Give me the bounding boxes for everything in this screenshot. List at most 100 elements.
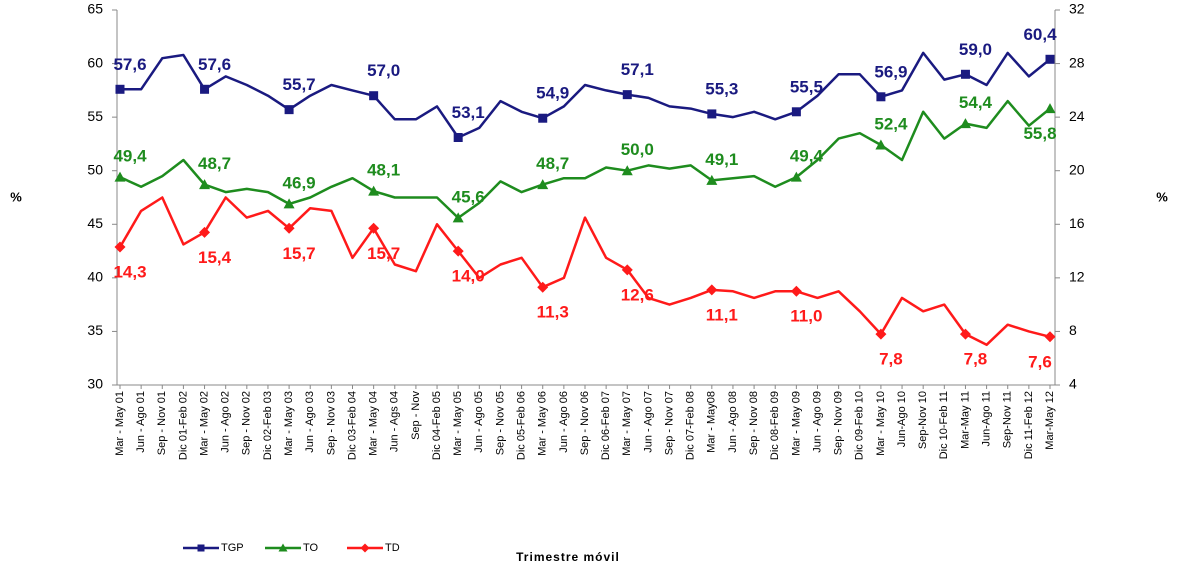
data-label: 11,1 bbox=[706, 305, 738, 324]
y2-tick-label: 8 bbox=[1069, 322, 1077, 338]
data-label: 46,9 bbox=[283, 173, 316, 192]
x-tick-label: Mar - May 07 bbox=[621, 391, 633, 456]
data-label: 15,7 bbox=[367, 244, 400, 263]
x-tick-label: Mar - May 05 bbox=[452, 391, 464, 456]
y2-tick-label: 20 bbox=[1069, 161, 1085, 177]
data-point bbox=[452, 212, 464, 223]
x-tick-label: Mar - May 01 bbox=[114, 391, 126, 456]
x-tick-label: Dic 06-Feb 07 bbox=[600, 391, 612, 460]
x-tick-label: Sep - Nov 07 bbox=[663, 391, 675, 455]
data-point bbox=[1045, 54, 1055, 64]
series-line bbox=[118, 196, 1051, 347]
data-point bbox=[453, 133, 463, 142]
data-point bbox=[199, 226, 211, 238]
y-tick-label: 55 bbox=[87, 108, 103, 124]
data-point bbox=[1044, 103, 1056, 114]
y2-axis-title: % bbox=[1156, 189, 1168, 204]
y-tick-label: 35 bbox=[87, 322, 103, 338]
x-tick-label: Jun - Ago 07 bbox=[642, 391, 654, 453]
y2-tick-label: 32 bbox=[1069, 1, 1085, 17]
data-label: 56,9 bbox=[874, 62, 907, 81]
x-tick-label: Jun - Ago 09 bbox=[811, 391, 823, 453]
x-axis-title: Trimestre móvil bbox=[516, 550, 620, 564]
data-point bbox=[199, 179, 211, 190]
data-label: 50,0 bbox=[621, 140, 654, 159]
data-point bbox=[114, 171, 126, 182]
x-tick-label: Jun - Ago 06 bbox=[558, 391, 570, 453]
data-label: 7,8 bbox=[964, 350, 988, 369]
legend-marker bbox=[360, 543, 370, 553]
y-tick-label: 65 bbox=[87, 1, 103, 17]
x-tick-label: Dic 10-Feb 11 bbox=[938, 391, 950, 459]
x-tick-label: Jun - Ago 08 bbox=[727, 391, 739, 453]
y2-tick-label: 16 bbox=[1069, 215, 1085, 231]
data-point bbox=[368, 222, 380, 234]
data-label: 14,3 bbox=[113, 263, 146, 282]
series-line bbox=[120, 51, 1051, 139]
y2-tick-label: 4 bbox=[1069, 376, 1077, 392]
data-label: 45,6 bbox=[452, 187, 485, 206]
x-tick-label: Mar-May 12 bbox=[1044, 391, 1056, 450]
data-point bbox=[791, 107, 801, 117]
x-tick-label: Mar - May 09 bbox=[790, 391, 802, 456]
x-tick-label: Jun - Ago 02 bbox=[220, 391, 232, 453]
data-point bbox=[706, 174, 718, 185]
data-label: 15,4 bbox=[198, 248, 232, 267]
y2-tick-label: 28 bbox=[1069, 54, 1085, 70]
data-point bbox=[875, 328, 887, 340]
x-tick-label: Jun-Ago 11 bbox=[980, 391, 992, 446]
data-label: 55,3 bbox=[705, 79, 738, 98]
x-tick-label: Dic 04-Feb 05 bbox=[431, 391, 443, 460]
y-tick-label: 50 bbox=[87, 161, 103, 177]
data-label: 59,0 bbox=[959, 40, 992, 59]
data-label: 11,3 bbox=[537, 303, 569, 322]
data-label: 55,7 bbox=[283, 75, 316, 94]
data-label: 48,1 bbox=[367, 161, 400, 180]
data-label: 48,7 bbox=[198, 154, 231, 173]
data-point bbox=[876, 92, 886, 102]
data-point bbox=[538, 113, 548, 123]
x-tick-label: Jun - Ags 04 bbox=[389, 391, 401, 452]
data-point bbox=[369, 91, 379, 101]
x-tick-label: Sep - Nov 09 bbox=[833, 391, 845, 455]
data-point bbox=[114, 241, 126, 253]
data-label: 7,6 bbox=[1028, 352, 1052, 371]
data-point bbox=[621, 264, 633, 276]
data-label: 48,7 bbox=[536, 154, 569, 173]
x-tick-label: Dic 01-Feb 02 bbox=[177, 391, 189, 460]
data-point bbox=[622, 90, 632, 100]
data-label: 7,8 bbox=[879, 350, 903, 369]
x-tick-label: Sep - Nov bbox=[410, 391, 422, 440]
data-label: 57,1 bbox=[621, 60, 654, 79]
data-label: 49,4 bbox=[113, 147, 147, 166]
data-point bbox=[959, 328, 971, 340]
series-line bbox=[119, 99, 1051, 220]
data-point bbox=[960, 69, 970, 79]
x-tick-label: Dic 09-Feb 10 bbox=[854, 391, 866, 460]
legend-label: TO bbox=[303, 542, 319, 554]
data-point bbox=[707, 109, 717, 119]
data-label: 11,0 bbox=[790, 307, 822, 326]
legend-label: TGP bbox=[221, 542, 244, 554]
x-tick-label: Dic 08-Feb 09 bbox=[769, 391, 781, 460]
data-point bbox=[283, 198, 295, 209]
data-point bbox=[368, 185, 380, 196]
data-point bbox=[283, 222, 295, 234]
data-label: 57,0 bbox=[367, 61, 400, 80]
y-tick-label: 45 bbox=[87, 215, 103, 231]
x-tick-label: Sep - Nov 06 bbox=[579, 391, 591, 455]
data-label: 53,1 bbox=[452, 103, 485, 122]
y2-tick-label: 12 bbox=[1069, 269, 1085, 285]
y-axis-title: % bbox=[10, 189, 22, 204]
x-tick-label: Dic 11-Feb 12 bbox=[1023, 391, 1035, 459]
x-tick-label: Jun - Ago 05 bbox=[473, 391, 485, 453]
data-label: 55,5 bbox=[790, 77, 823, 96]
data-point bbox=[621, 165, 633, 176]
data-label: 49,4 bbox=[790, 147, 824, 166]
data-label: 54,9 bbox=[536, 84, 569, 103]
y-tick-label: 30 bbox=[87, 376, 103, 392]
data-point bbox=[875, 139, 887, 150]
data-label: 54,4 bbox=[959, 93, 993, 112]
x-tick-label: Sep - Nov 01 bbox=[156, 391, 168, 455]
data-label: 57,6 bbox=[198, 55, 231, 74]
